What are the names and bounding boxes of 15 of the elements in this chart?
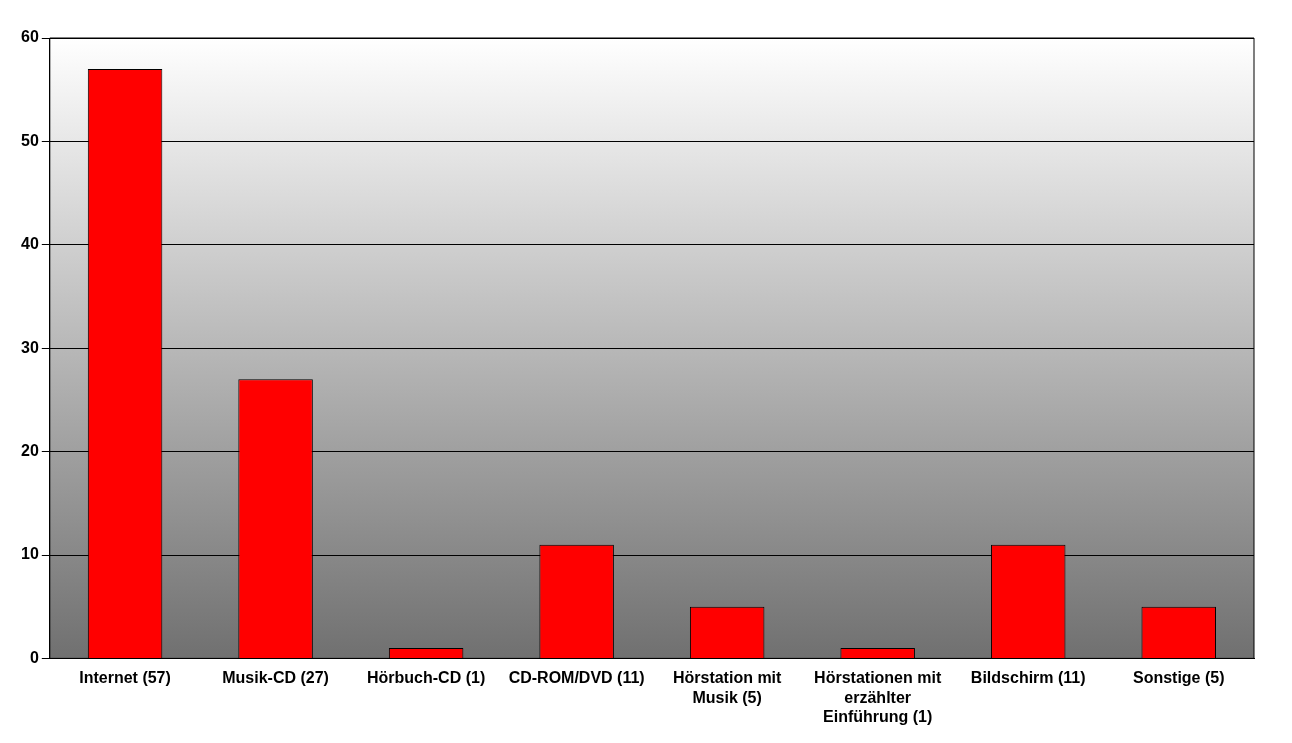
x-tick-label: Sonstige (5) (1132, 669, 1225, 687)
x-tick-label: Internet (57) (79, 669, 171, 687)
y-tick-label: 20 (21, 442, 39, 460)
x-tick-label: Bildschirm (11) (970, 669, 1086, 687)
x-tick-label: Hörstation mit Musik (5) (672, 669, 783, 706)
x-tick-label: Hörbuch-CD (1) (367, 669, 486, 687)
x-tick-label: CD-ROM/DVD (11) (508, 669, 645, 687)
y-tick-label: 30 (21, 338, 39, 356)
y-tick-label: 60 (21, 28, 39, 46)
x-tick-label: Hörstationen mit erzählter Einführung (1) (814, 669, 942, 725)
y-tick-label: 50 (21, 131, 39, 149)
x-tick-label: Musik-CD (27) (222, 669, 329, 687)
y-tick-label: 40 (21, 235, 39, 253)
y-tick-label: 0 (29, 648, 39, 666)
y-tick-label: 10 (21, 545, 39, 563)
